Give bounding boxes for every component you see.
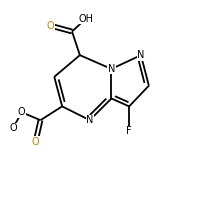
Text: N: N [86,115,93,125]
Text: F: F [126,126,132,136]
Text: N: N [108,64,115,74]
Text: N: N [137,50,145,60]
Text: O: O [18,107,26,117]
Text: O: O [32,137,39,147]
Text: O: O [9,123,17,133]
Text: OH: OH [78,14,93,24]
Text: O: O [47,21,54,31]
